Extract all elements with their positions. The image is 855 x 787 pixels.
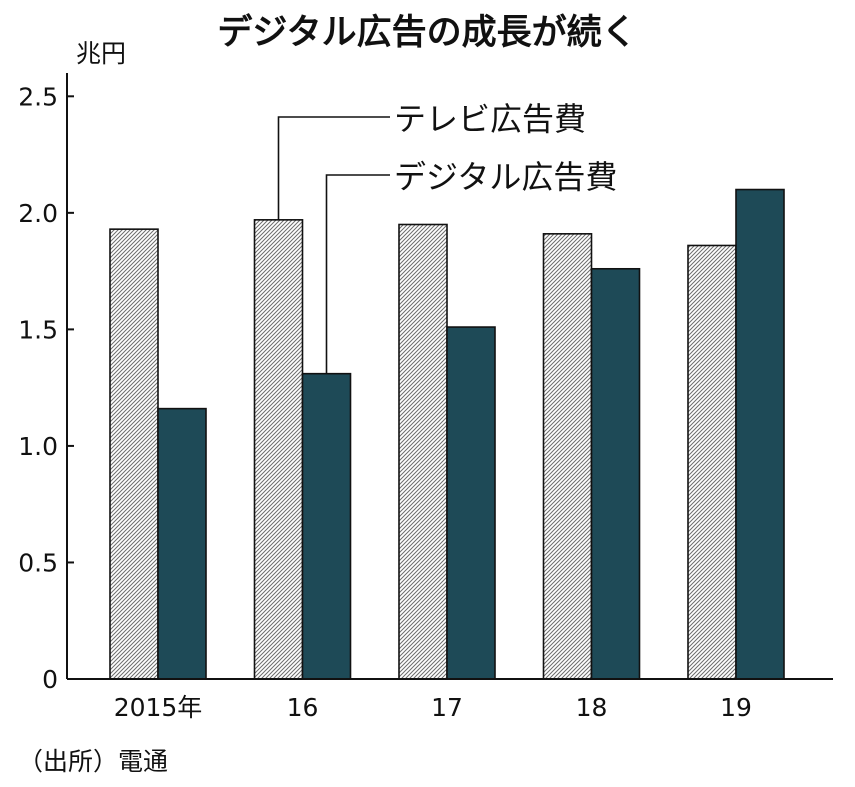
legend-digital-leader-line xyxy=(325,174,390,374)
y-axis: 0 0.5 1.0 1.5 2.0 2.5 xyxy=(18,73,74,694)
y-tick-label: 1.5 xyxy=(18,315,58,344)
x-tick-label: 2015年 xyxy=(114,693,203,722)
x-tick-label: 16 xyxy=(287,693,319,722)
tv-bar-16 xyxy=(253,219,304,680)
y-tick-label: 2.5 xyxy=(18,82,58,111)
source-note: （出所）電通 xyxy=(18,747,168,776)
tv-bar-2015年 xyxy=(109,228,159,680)
x-tick-label: 17 xyxy=(431,693,463,722)
legend-tv-leader-line xyxy=(277,116,390,220)
y-axis-unit: 兆円 xyxy=(76,39,126,68)
x-tick-label: 19 xyxy=(720,693,752,722)
y-tick-label: 1.0 xyxy=(18,432,58,461)
digital-bar-17 xyxy=(446,326,496,680)
tv-bar-17 xyxy=(398,223,448,680)
digital-bar-19 xyxy=(735,188,785,680)
y-tick-label: 0.5 xyxy=(18,548,58,577)
tv-bar-19 xyxy=(687,244,737,680)
y-tick-label: 0 xyxy=(42,665,58,694)
x-tick-label: 18 xyxy=(576,693,608,722)
legend-digital-label: デジタル広告費 xyxy=(394,158,617,196)
x-axis: 2015年 16 17 18 19 xyxy=(67,678,833,722)
bars xyxy=(109,188,785,680)
digital-bar-2015年 xyxy=(157,407,207,680)
legend-tv-label: テレビ広告費 xyxy=(394,100,586,138)
tv-bar-18 xyxy=(542,233,593,680)
digital-bar-18 xyxy=(590,267,641,680)
chart-title: デジタル広告の成長が続く xyxy=(217,12,636,53)
y-tick-label: 2.0 xyxy=(18,199,58,228)
digital-bar-16 xyxy=(301,372,352,680)
